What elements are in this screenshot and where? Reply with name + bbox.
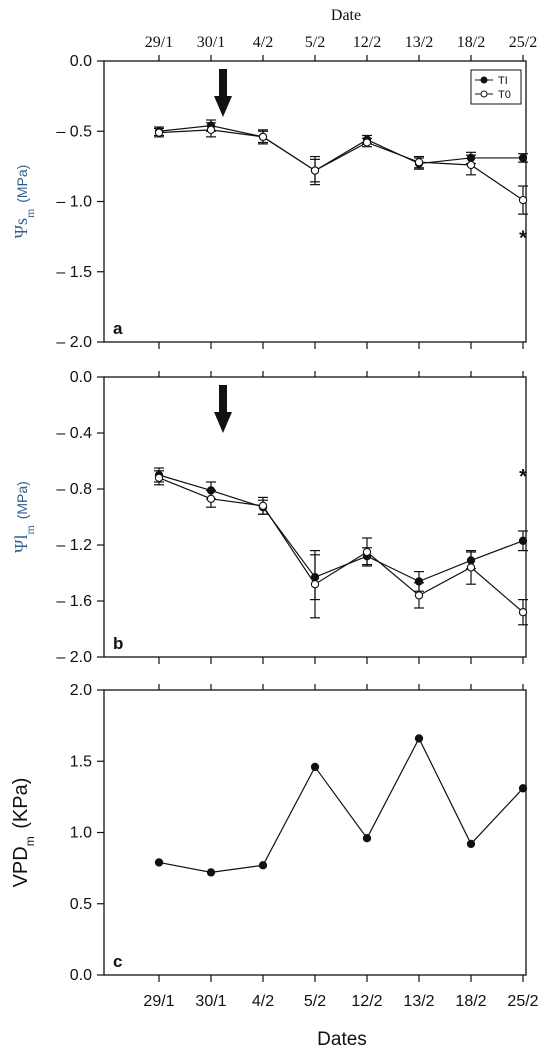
- legend-label-t0: T0: [498, 89, 511, 101]
- y-tick-label: 0.0: [70, 967, 92, 984]
- y-tick-label: – 2.0: [56, 334, 92, 351]
- data-point: [206, 494, 216, 503]
- bottom-category-label: 18/2: [455, 993, 486, 1010]
- top-category-labels: 29/1 30/1 4/2 5/2 12/2 13/2 18/2 25/2: [145, 34, 537, 51]
- bottom-category-label: 13/2: [403, 993, 434, 1010]
- series-line: [158, 125, 523, 172]
- bottom-category-label: 12/2: [351, 993, 382, 1010]
- data-point: [362, 138, 372, 147]
- y-tick-label: 2.0: [70, 682, 92, 699]
- y-tick-label: 0.0: [70, 369, 92, 386]
- y-tick-label: – 1.0: [56, 194, 92, 211]
- data-point: [466, 839, 476, 849]
- data-point: [206, 868, 216, 877]
- legend-label-ti: TI: [498, 75, 508, 87]
- data-point: [518, 536, 528, 545]
- plot-frame: [103, 689, 527, 976]
- data-point: [154, 128, 164, 137]
- treatment-arrow-head: [214, 96, 232, 117]
- data-point: [258, 861, 268, 870]
- data-point: [362, 834, 372, 843]
- series-line: [158, 474, 524, 583]
- series-line: [158, 477, 524, 613]
- series-line: [158, 129, 524, 201]
- treatment-arrow-head: [214, 412, 232, 433]
- significance-marker: *: [519, 228, 527, 250]
- y-tick-label: – 0.4: [56, 425, 92, 442]
- top-category-label: 29/1: [145, 34, 173, 51]
- legend-marker-t0: [480, 90, 488, 98]
- plot-frame: [103, 60, 527, 343]
- treatment-arrow-shaft: [219, 69, 227, 99]
- data-point: [414, 158, 424, 167]
- bottom-category-label: 4/2: [252, 993, 274, 1010]
- top-category-label: 18/2: [457, 34, 485, 51]
- data-point: [414, 591, 424, 600]
- bottom-category-label: 29/1: [143, 993, 174, 1010]
- legend-marker-ti: [480, 76, 488, 84]
- data-point: [154, 473, 164, 482]
- panel-label: c: [113, 952, 122, 971]
- bottom-category-label: 25/2: [507, 993, 538, 1010]
- data-point: [518, 784, 528, 793]
- panel-label: a: [113, 319, 123, 338]
- panel-label: b: [113, 634, 123, 653]
- data-point: [310, 580, 320, 589]
- top-category-label: 13/2: [405, 34, 433, 51]
- data-point: [310, 166, 320, 175]
- top-axis-title: Date: [331, 7, 361, 24]
- data-point: [414, 734, 424, 743]
- y-tick-label: – 1.6: [56, 593, 92, 610]
- top-category-label: 5/2: [305, 34, 325, 51]
- y-tick-label: – 2.0: [56, 649, 92, 666]
- y-tick-label: 1.5: [70, 753, 92, 770]
- y-tick-label: – 1.2: [56, 537, 92, 554]
- panel-c: 2.0 1.5 1.0 0.5 0.0 c VPDm (KPa): [10, 682, 528, 984]
- data-point: [206, 125, 216, 134]
- significance-marker: *: [519, 466, 527, 488]
- y-tick-label: – 1.5: [56, 264, 92, 281]
- data-point: [518, 153, 528, 163]
- bottom-axis-title: Dates: [317, 1029, 367, 1050]
- y-tick-label: – 0.5: [56, 123, 92, 140]
- y-tick-label: 1.0: [70, 825, 92, 842]
- top-category-label: 30/1: [197, 34, 225, 51]
- top-category-label: 12/2: [353, 34, 381, 51]
- bottom-category-labels: 29/1 30/1 4/2 5/2 12/2 13/2 18/2 25/2: [143, 993, 538, 1010]
- data-point: [466, 160, 476, 170]
- panel-b: 0.0 – 0.4 – 0.8 – 1.2 – 1.6 – 2.0 b Ψlm (MPa) *: [11, 369, 528, 666]
- y-tick-label: 0.5: [70, 896, 92, 913]
- series-line: [158, 737, 524, 874]
- y-axis-label: Ψlm (MPa): [11, 481, 37, 553]
- y-axis-label: VPDm (KPa): [10, 778, 37, 888]
- y-tick-label: – 0.8: [56, 481, 92, 498]
- data-point: [154, 858, 164, 867]
- data-point: [258, 132, 268, 142]
- y-axis-label: Ψsm (MPa): [11, 165, 37, 239]
- panel-a: 0.0 – 0.5 – 1.0 – 1.5 – 2.0 a Ψsm (MPa) * TI T0: [11, 53, 528, 351]
- bottom-category-label: 30/1: [195, 993, 226, 1010]
- bottom-category-label: 5/2: [304, 993, 326, 1010]
- data-point: [466, 563, 476, 572]
- data-point: [258, 501, 268, 510]
- top-category-label: 4/2: [253, 34, 273, 51]
- data-point: [518, 608, 528, 617]
- treatment-arrow-shaft: [219, 385, 227, 415]
- y-tick-label: 0.0: [70, 53, 92, 70]
- legend-box: [470, 69, 522, 105]
- top-category-label: 25/2: [509, 34, 537, 51]
- data-point: [518, 195, 528, 205]
- data-point: [310, 762, 320, 772]
- data-point: [362, 547, 372, 557]
